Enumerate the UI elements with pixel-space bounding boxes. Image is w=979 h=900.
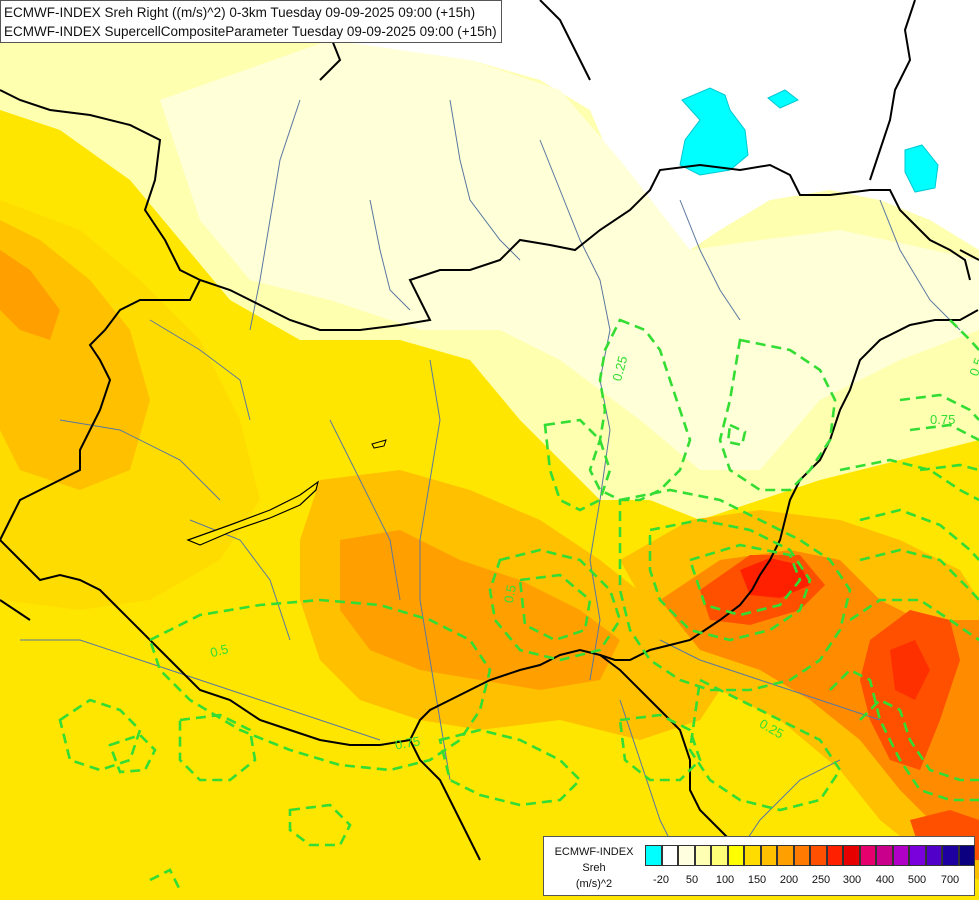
sreh-negative-zone-2 <box>767 89 799 109</box>
sreh-negative-zone-1 <box>679 87 749 176</box>
lake-small <box>371 439 387 449</box>
legend-swatch <box>727 845 744 866</box>
legend-swatch <box>810 845 827 866</box>
legend-swatch <box>711 845 728 866</box>
legend-swatch <box>843 845 860 866</box>
lake-balaton <box>186 480 319 546</box>
legend-tick-label: 700 <box>940 874 960 886</box>
contour-label: 0.5 <box>209 641 230 660</box>
contour-label: 0.5 <box>501 584 519 604</box>
legend-title-param: Sreh <box>582 862 606 874</box>
color-legend: ECMWF-INDEX Sreh (m/s)^2 -20 50 100 150 200 2… <box>543 836 975 896</box>
legend-swatch <box>909 845 926 866</box>
legend-swatch <box>760 845 777 866</box>
legend-swatch <box>744 845 761 866</box>
legend-tick-label: 300 <box>842 874 862 886</box>
map-title-line-2: ECMWF-INDEX SupercellCompositeParameter … <box>4 24 497 39</box>
sreh-negative-zone-3 <box>904 144 939 193</box>
sreh-field-red-east-4 <box>890 640 930 700</box>
legend-swatch <box>678 845 695 866</box>
legend-tick-label: 250 <box>811 874 831 886</box>
contour-label: 0.25 <box>609 354 630 382</box>
legend-swatch <box>876 845 893 866</box>
sreh-field-red-east-2 <box>740 558 810 598</box>
legend-swatch <box>942 845 959 866</box>
legend-swatch-row <box>645 845 975 866</box>
legend-swatch <box>859 845 876 866</box>
legend-tick-label: 100 <box>715 874 735 886</box>
scp-contours <box>58 318 979 891</box>
map-title-box: ECMWF-INDEX Sreh Right ((m/s)^2) 0-3km T… <box>0 0 502 43</box>
legend-tick-label: 200 <box>779 874 799 886</box>
sreh-field-low-north <box>330 0 979 250</box>
legend-tick-label: 50 <box>685 874 699 886</box>
legend-tick-label: 500 <box>907 874 927 886</box>
contour-label: 0.5 <box>966 356 979 378</box>
sreh-field-pale-central <box>160 40 979 470</box>
contour-label: 0.75 <box>394 733 422 752</box>
legend-title-source: ECMWF-INDEX <box>554 846 634 858</box>
legend-swatch <box>892 845 909 866</box>
legend-swatch <box>793 845 810 866</box>
legend-swatch <box>777 845 794 866</box>
legend-swatch <box>661 845 678 866</box>
sreh-field-orange-central-core <box>340 530 620 690</box>
legend-tick-label: 400 <box>875 874 895 886</box>
legend-swatch <box>958 845 975 866</box>
legend-swatch <box>925 845 942 866</box>
contour-label: 0.75 <box>930 412 955 427</box>
legend-swatch <box>694 845 711 866</box>
legend-tick-label: -20 <box>653 874 669 886</box>
map-title-line-1: ECMWF-INDEX Sreh Right ((m/s)^2) 0-3km T… <box>4 5 476 20</box>
legend-swatch <box>645 845 662 866</box>
legend-tick-row: -20 50 100 150 200 250 300 400 500 700 <box>645 874 975 890</box>
legend-swatch <box>826 845 843 866</box>
legend-title-unit: (m/s)^2 <box>575 878 613 890</box>
legend-tick-label: 150 <box>747 874 767 886</box>
sreh-field-orange-west-core <box>0 250 60 340</box>
